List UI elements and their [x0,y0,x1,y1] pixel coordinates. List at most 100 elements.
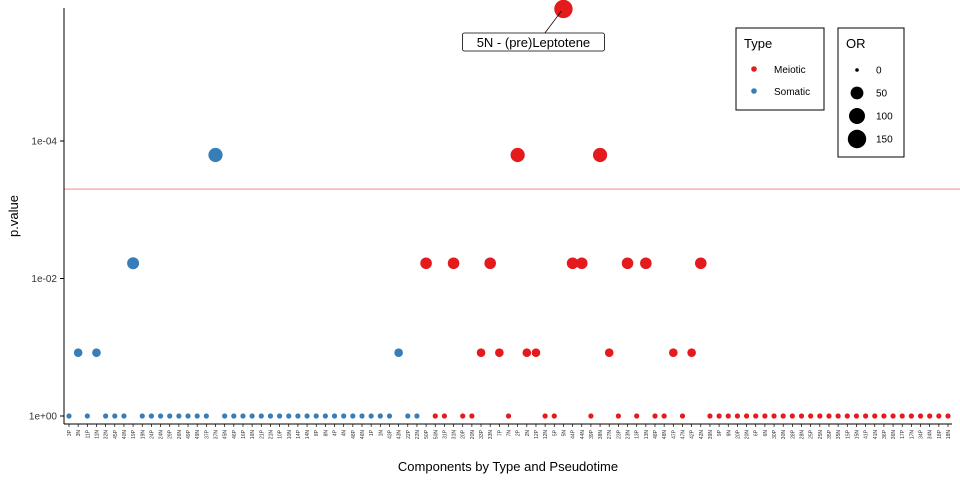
data-point [313,413,319,419]
x-tick-label: 46P [232,429,238,439]
x-tick-label: 17P [900,429,906,439]
data-point [917,413,924,419]
data-point [194,413,200,419]
data-point [121,413,127,419]
data-point [139,413,145,419]
legend-or-swatch [847,129,867,149]
data-point [495,348,504,357]
x-tick-label: 4N [342,430,348,437]
x-tick-label: 14N [305,430,311,440]
x-tick-label: 50N [433,430,439,440]
y-tick-label: 1e+00 [29,412,58,423]
x-tick-label: 3N [76,430,82,437]
x-tick-label: 50P [424,429,430,439]
x-tick-label: 29P [168,429,174,439]
data-point [862,413,869,419]
x-tick-label: 32N [104,430,110,440]
data-point [295,413,301,419]
data-point [531,348,541,357]
data-point [881,413,887,419]
legend-type-label: Somatic [774,87,810,98]
x-tick-label: 8P [314,429,320,436]
x-tick-label: 15P [845,429,851,439]
data-point [203,413,209,419]
x-tick-label: 3P [67,429,73,436]
x-tick-label: 34N [928,430,934,440]
data-point [808,413,814,419]
legend-type: Type Meiotic Somatic [735,27,825,111]
y-axis-title: p.value [6,195,21,237]
data-point [945,413,951,419]
data-point [185,413,191,419]
x-tick-label: 6N [763,430,769,437]
x-tick-label: 18N [946,430,952,440]
x-tick-label: 49P [186,429,192,439]
data-point [634,413,640,419]
data-point [484,257,496,270]
x-tick-label: 41P [864,429,870,439]
data-point [588,413,594,419]
legend-or-title: OR [846,36,866,51]
data-point [447,257,460,270]
x-tick-label: 28N [800,430,806,440]
data-point [420,257,432,270]
x-tick-label: 44P [571,429,577,439]
x-tick-label: 36P [882,429,888,439]
x-tick-label: 9P [717,429,723,436]
x-tick-label: 46N [360,430,366,440]
x-tick-label: 44N [580,430,586,440]
data-point [661,413,667,419]
data-point [780,413,786,419]
x-tick-label: 10N [287,430,293,440]
data-point [267,413,274,419]
x-tick-label: 18P [937,429,943,439]
data-point [505,413,512,419]
x-tick-label: 2N [525,430,531,437]
data-point [615,413,621,419]
x-tick-label: 21P [259,429,265,439]
data-point [716,413,722,419]
data-point [771,413,777,419]
data-point [835,413,841,419]
x-tick-label: 23P [616,429,622,439]
x-tick-label: 47P [671,429,677,439]
x-tick-label: 40N [122,430,128,440]
data-point [469,413,475,419]
data-point [669,348,678,357]
data-point [66,413,72,419]
data-point [936,413,942,419]
x-tick-label: 25P [809,429,815,439]
x-tick-label: 24P [149,429,155,439]
legend-or-swatch [850,86,864,100]
data-point [460,413,466,419]
x-tick-label: 38N [598,430,604,440]
x-tick-label: 36N [891,430,897,440]
data-point [368,413,374,419]
x-tick-label: 13N [644,430,650,440]
data-point [789,413,795,419]
x-tick-label: 25N [818,430,824,440]
x-tick-label: 43N [397,430,403,440]
data-point [890,413,896,419]
data-point [222,413,228,419]
data-point [694,257,707,270]
data-point [679,413,686,419]
x-tick-label: 5N [561,430,567,437]
data-point [304,413,310,419]
data-point [687,348,696,357]
data-point [604,348,614,357]
x-tick-label: 16P [241,429,247,439]
x-tick-label: 24N [159,430,165,440]
data-point [652,413,658,419]
x-tick-label: 14P [296,429,302,439]
data-point [542,413,548,419]
data-point [231,413,237,419]
data-point [322,413,328,419]
x-tick-label: 9N [726,430,732,437]
data-point [872,413,878,419]
data-point [908,413,914,419]
x-tick-label: 20N [470,430,476,440]
y-tick-label: 1e-02 [31,274,57,285]
data-point [112,413,118,419]
legend-or-label: 0 [876,66,882,77]
